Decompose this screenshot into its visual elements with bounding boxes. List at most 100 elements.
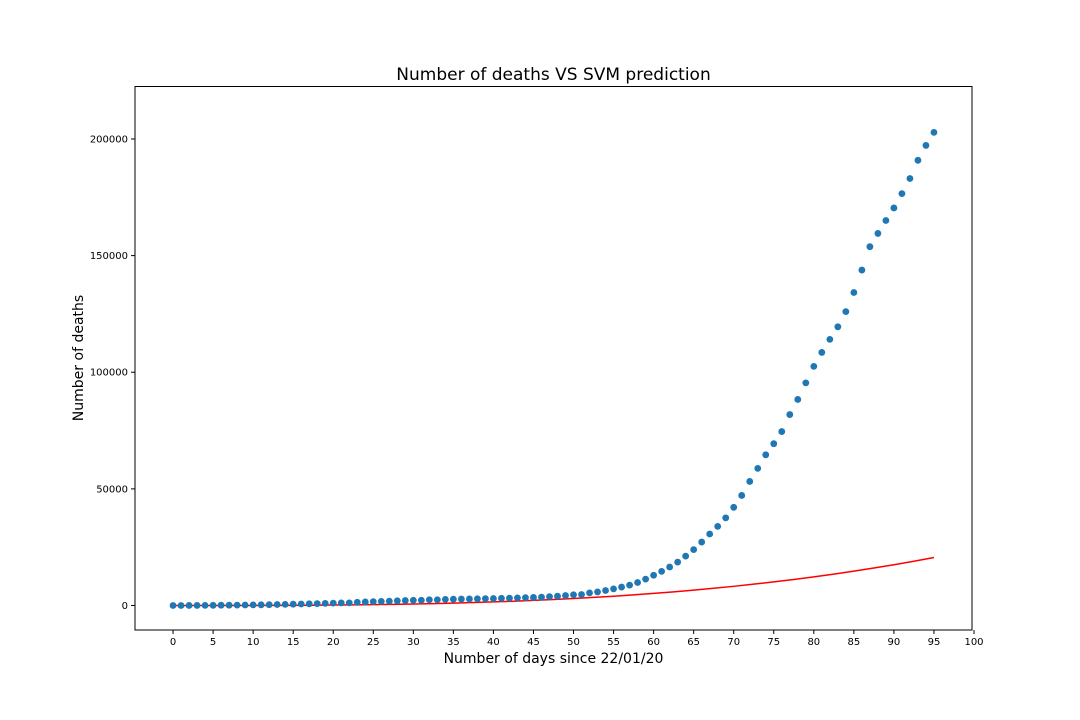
x-tick-label: 15 xyxy=(287,637,300,648)
chart-marks xyxy=(169,128,938,609)
data-point xyxy=(762,451,770,459)
data-point xyxy=(714,522,722,530)
data-point xyxy=(658,568,666,575)
data-point xyxy=(466,595,473,603)
data-point xyxy=(842,308,850,316)
data-point xyxy=(778,428,786,435)
data-point xyxy=(858,266,866,274)
data-point xyxy=(449,595,457,603)
data-point xyxy=(794,396,802,403)
data-point xyxy=(866,243,874,251)
data-point xyxy=(265,601,273,609)
x-tick-label: 40 xyxy=(487,637,500,648)
data-point xyxy=(642,575,650,583)
data-point xyxy=(474,595,481,603)
data-point xyxy=(233,601,241,609)
data-point xyxy=(626,581,633,589)
data-point xyxy=(425,596,433,604)
data-point xyxy=(305,600,313,608)
data-point xyxy=(546,593,553,601)
x-tick-label: 55 xyxy=(607,637,620,648)
data-point xyxy=(514,594,521,602)
data-point xyxy=(169,602,177,609)
data-point xyxy=(209,601,217,609)
data-point xyxy=(297,600,305,608)
x-tick-label: 70 xyxy=(727,637,740,648)
data-point xyxy=(754,464,762,472)
y-tick-label: 50000 xyxy=(96,484,128,495)
data-point xyxy=(329,599,337,607)
data-point xyxy=(834,323,842,331)
y-tick-label: 100000 xyxy=(90,368,128,379)
data-point xyxy=(289,600,297,608)
x-tick-label: 0 xyxy=(170,637,176,648)
data-point xyxy=(802,379,810,387)
data-point xyxy=(594,588,601,596)
data-point xyxy=(618,583,625,591)
data-point xyxy=(490,595,497,602)
x-tick-label: 10 xyxy=(247,637,260,648)
data-point xyxy=(506,594,513,602)
x-tick-label: 20 xyxy=(327,637,340,648)
x-tick-label: 50 xyxy=(567,637,580,648)
data-point xyxy=(722,514,730,522)
data-point xyxy=(409,596,417,604)
data-point xyxy=(313,600,321,608)
data-point xyxy=(441,595,449,603)
data-point xyxy=(281,600,289,608)
data-point xyxy=(874,230,882,237)
data-point xyxy=(882,217,890,224)
data-point xyxy=(610,585,617,593)
data-point xyxy=(337,599,345,607)
data-point xyxy=(225,601,233,609)
data-point xyxy=(361,598,369,606)
data-point xyxy=(177,602,185,609)
x-tick-label: 25 xyxy=(367,637,380,648)
data-point xyxy=(249,601,257,609)
data-point xyxy=(730,503,738,511)
data-point xyxy=(898,190,906,198)
data-point xyxy=(602,587,609,594)
data-point xyxy=(385,597,393,605)
x-tick-label: 35 xyxy=(447,637,460,648)
data-point xyxy=(786,411,794,418)
data-point xyxy=(522,594,529,602)
data-point xyxy=(433,596,441,604)
data-point xyxy=(914,156,922,164)
x-tick-label: 80 xyxy=(807,637,820,648)
data-point xyxy=(369,598,377,606)
data-point xyxy=(241,601,249,609)
data-point xyxy=(530,594,537,601)
data-point xyxy=(353,598,361,606)
x-tick-label: 5 xyxy=(210,637,216,648)
x-tick-label: 30 xyxy=(407,637,420,648)
data-point xyxy=(570,591,577,599)
y-tick-label: 0 xyxy=(122,601,128,612)
y-axis-title: Number of deaths xyxy=(71,295,87,421)
data-point xyxy=(906,175,914,182)
x-tick-label: 45 xyxy=(527,637,540,648)
x-tick-label: 95 xyxy=(928,637,941,648)
data-point xyxy=(498,594,505,602)
data-point xyxy=(810,362,818,370)
data-point xyxy=(738,492,746,499)
data-point xyxy=(674,558,682,566)
data-point xyxy=(666,563,674,571)
y-tick-label: 200000 xyxy=(90,134,128,145)
data-point xyxy=(538,593,545,601)
data-point xyxy=(930,128,938,136)
data-point xyxy=(578,591,585,598)
data-point xyxy=(554,592,561,600)
data-point xyxy=(634,579,641,586)
data-point xyxy=(393,597,401,605)
data-point xyxy=(273,601,281,608)
y-axis: 0 50000 100000 150000 200000 xyxy=(90,134,135,612)
data-point xyxy=(457,595,465,603)
x-tick-label: 90 xyxy=(888,637,901,648)
data-point xyxy=(746,478,754,485)
data-point xyxy=(562,592,569,599)
x-axis: 0 5 10 15 20 25 30 35 40 45 50 55 60 65 70 75 80 85 90 95 10… xyxy=(170,630,984,648)
data-point xyxy=(321,599,329,607)
data-point xyxy=(770,440,778,448)
